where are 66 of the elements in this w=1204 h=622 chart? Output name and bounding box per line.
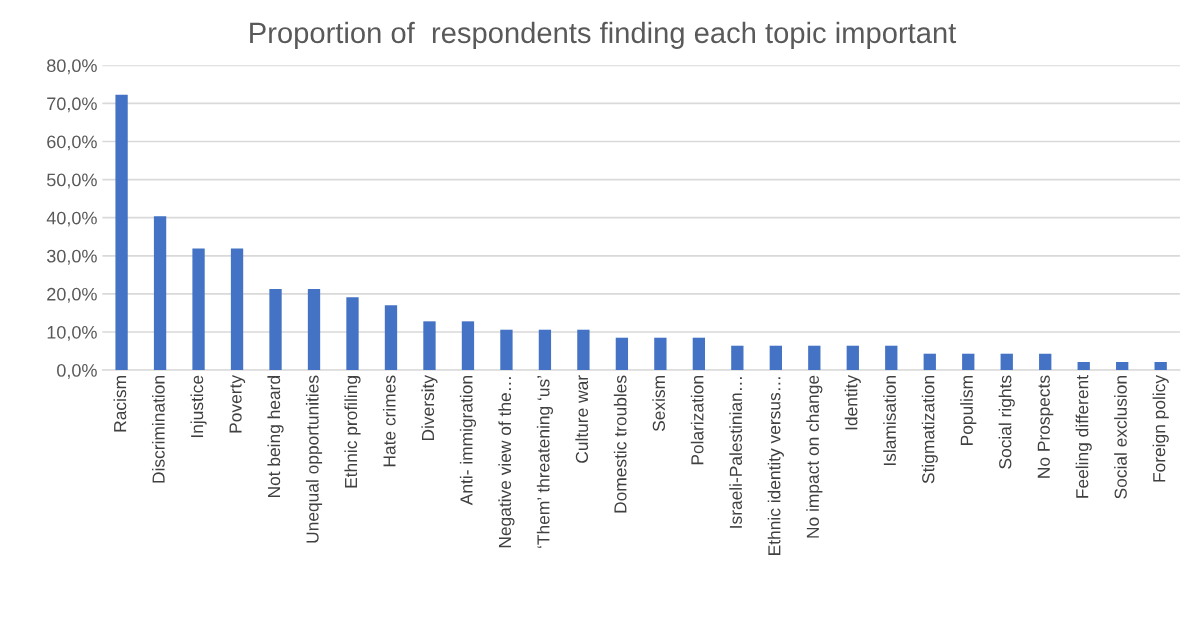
x-tick-label: No impact on change	[806, 375, 823, 538]
x-tick-label: Not being heard	[267, 376, 284, 498]
x-tick-label: Injustice	[190, 375, 207, 438]
bar	[346, 297, 359, 371]
y-tick-label: 30,0%	[46, 249, 97, 265]
bar	[115, 94, 128, 371]
bar	[1000, 353, 1013, 371]
y-tick-label: 10,0%	[47, 325, 97, 341]
bar	[423, 321, 436, 371]
y-tick-label: 40,0%	[46, 211, 97, 227]
bar	[808, 345, 821, 371]
x-tick-label: Social exclusion	[1114, 376, 1127, 499]
bar	[769, 345, 782, 371]
bar	[153, 216, 167, 371]
x-tick-label: Hate crimes	[382, 375, 396, 467]
bar	[307, 288, 321, 371]
bar	[192, 248, 205, 371]
x-tick-label: Discrimination	[151, 376, 165, 483]
x-tick-label: Feeling different	[1075, 375, 1092, 498]
x-tick-label: Identity	[844, 374, 861, 430]
bar	[500, 329, 513, 371]
x-tick-label: Sexism	[652, 376, 666, 432]
bar	[846, 345, 859, 371]
bar	[654, 337, 667, 371]
y-tick-label: 80,0%	[47, 59, 97, 75]
bar	[615, 337, 629, 371]
x-tick-label: Poverty	[229, 374, 246, 433]
x-tick-label: Islamisation	[883, 376, 896, 466]
x-tick-label: Ethnic profiling	[344, 376, 361, 488]
x-tick-label: Ethnic identity versus…	[767, 377, 784, 555]
bar	[885, 345, 898, 371]
bar	[1077, 362, 1090, 371]
bar	[230, 248, 244, 371]
x-tick-label: Anti- immigration	[459, 376, 477, 506]
bar	[1154, 362, 1167, 371]
x-tick-label: Populism	[960, 376, 977, 445]
chart-title: Proportion of respondents finding each topic important	[250, 21, 957, 49]
y-tick-label: 20,0%	[47, 287, 97, 303]
bar	[1039, 353, 1052, 371]
x-tick-label: Social rights	[998, 375, 1015, 469]
x-tick-label: No Prospects	[1037, 375, 1054, 478]
x-tick-label: Culture war	[575, 375, 589, 463]
bar	[461, 321, 475, 371]
x-tick-label: Polarization	[690, 376, 704, 465]
bar	[731, 345, 744, 371]
x-tick-label: Domestic troubles	[613, 375, 627, 513]
x-tick-label: Diversity	[421, 374, 438, 441]
bar	[923, 353, 936, 371]
y-tick-label: 60,0%	[47, 135, 97, 151]
x-tick-label: Racism	[113, 376, 127, 432]
bar	[1116, 362, 1129, 371]
bar	[692, 337, 706, 371]
x-tick-label: Stigmatization	[921, 376, 938, 484]
bar	[962, 353, 975, 371]
x-tick-label: Unequal opportunities	[305, 375, 323, 543]
bar	[577, 329, 590, 371]
y-tick-label: 0,0%	[57, 364, 97, 379]
y-tick-label: 50,0%	[47, 173, 97, 189]
bar	[538, 329, 552, 371]
bar	[384, 305, 398, 371]
bar	[269, 288, 282, 371]
x-tick-label: ‘Them’ threatening ‘us’	[536, 376, 554, 548]
x-tick-label: Israeli-Palestinian…	[729, 377, 742, 528]
x-tick-label: Negative view of the…	[498, 377, 515, 548]
x-tick-label: Foreign policy	[1152, 374, 1169, 482]
y-tick-label: 70,0%	[47, 97, 97, 113]
